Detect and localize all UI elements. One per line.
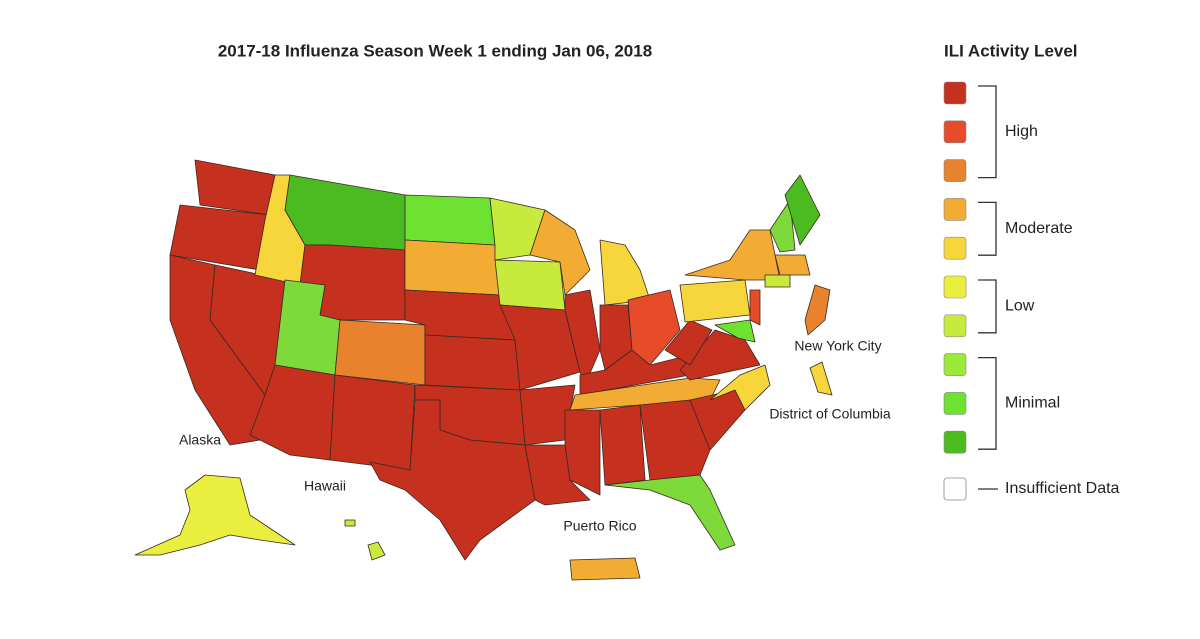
legend-swatch	[943, 353, 967, 376]
legend-swatch	[943, 392, 967, 415]
legend-bracket	[978, 201, 997, 256]
legend-group-label: High	[1005, 123, 1038, 140]
legend-swatch	[943, 159, 967, 182]
legend-bracket	[978, 356, 997, 450]
legend-swatch	[943, 120, 967, 144]
legend-swatch	[943, 236, 967, 260]
legend-title: ILI Activity Level	[944, 41, 1078, 60]
map-label: District of Columbia	[769, 406, 891, 422]
legend-group-label: Minimal	[1005, 395, 1060, 412]
map-label: Hawaii	[304, 478, 346, 494]
legend-swatch	[943, 275, 967, 299]
legend-bracket	[978, 85, 997, 179]
legend-swatch	[943, 314, 967, 338]
map-title: 2017-18 Influenza Season Week 1 ending J…	[218, 41, 652, 60]
legend-bracket	[978, 279, 997, 334]
legend-group-label: Moderate	[1005, 220, 1073, 237]
map-label: Alaska	[179, 432, 221, 448]
legend-group-label: Insufficient Data	[1005, 480, 1120, 497]
legend-swatch	[943, 477, 967, 501]
legend-swatch	[943, 430, 967, 454]
us-map	[134, 159, 833, 581]
map-labels: New York City District of Columbia Alaska H…	[179, 338, 891, 534]
legend-swatch	[943, 81, 967, 105]
legend-swatch	[943, 198, 967, 221]
legend-group-label: Low	[1005, 298, 1035, 315]
map-label: Puerto Rico	[563, 518, 636, 534]
legend: ILI Activity Level High Moderate Low Minima…	[943, 41, 1120, 501]
map-label: New York City	[794, 338, 881, 354]
